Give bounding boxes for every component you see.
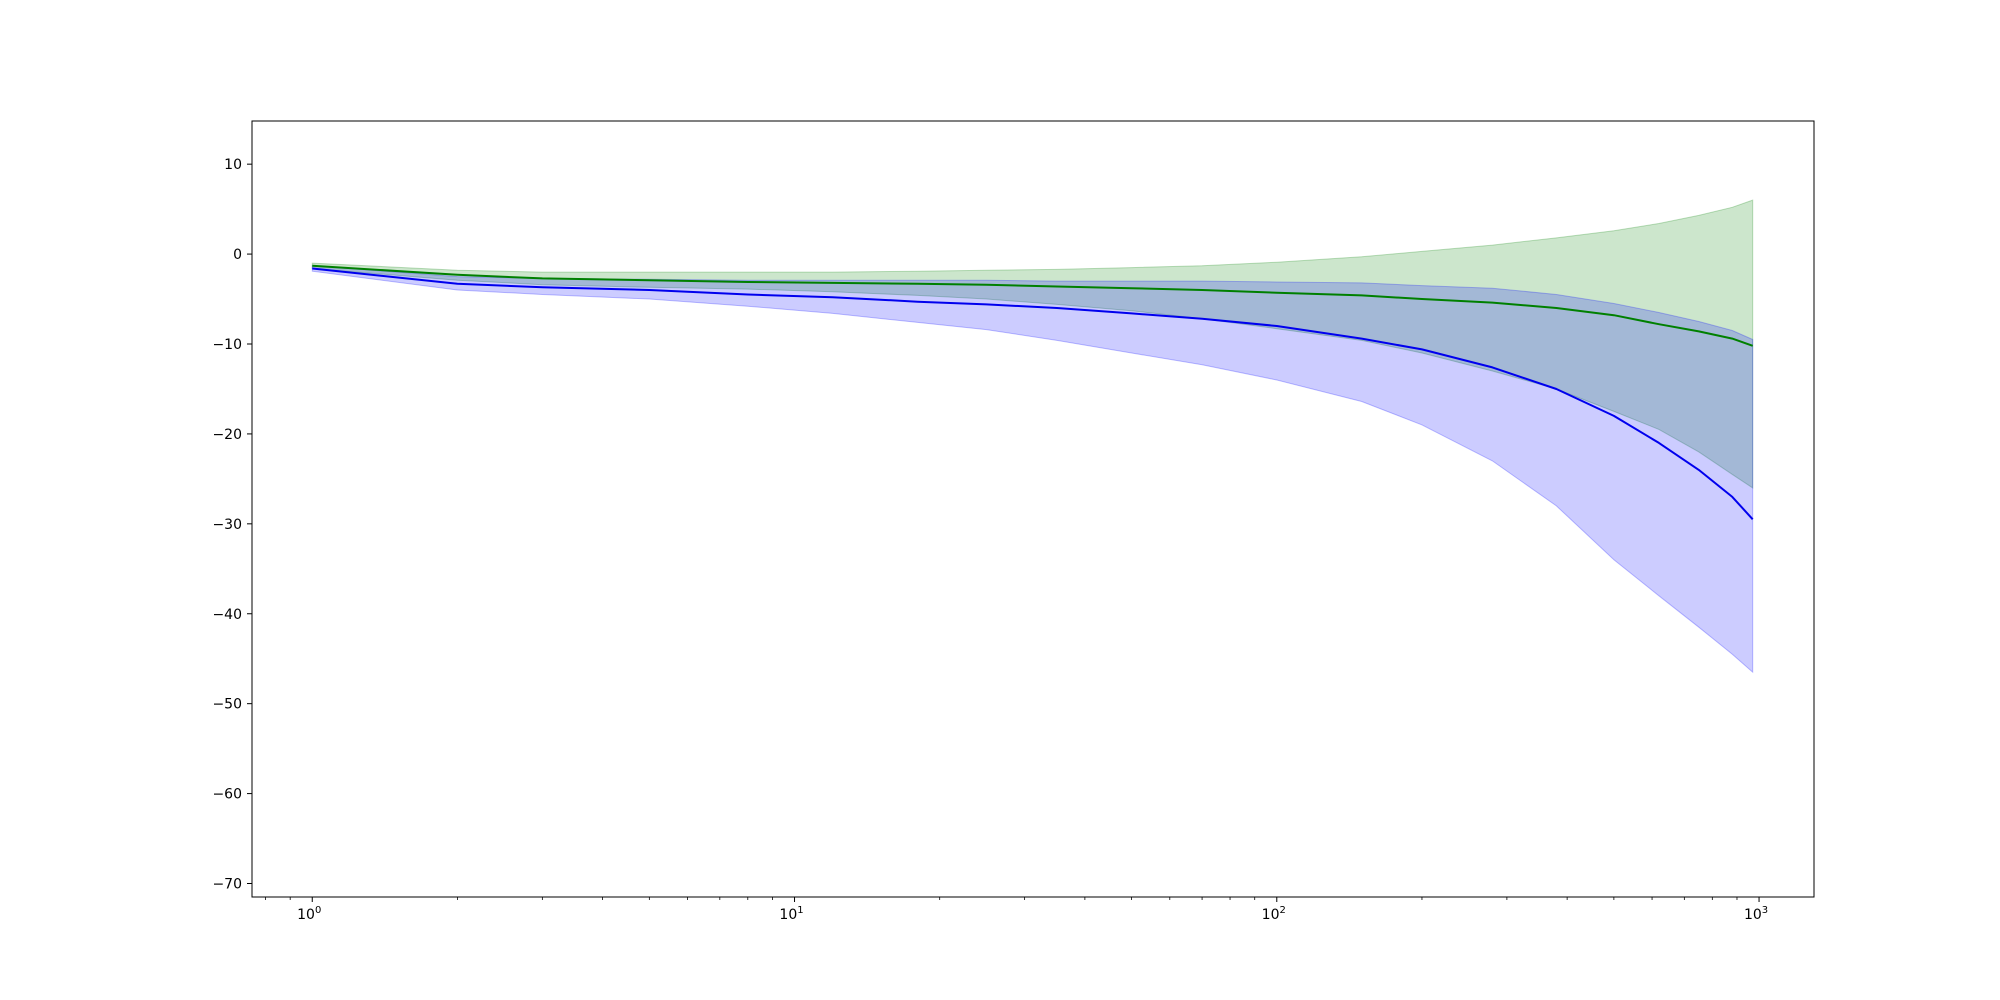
x-tick-label-1: 101 [779,905,803,923]
y-tick-label-6: −50 [212,697,242,713]
y-axis: 10 0 −10 −20 −30 −40 −50 −60 −70 [212,157,252,893]
y-tick-label-2: −10 [212,337,242,353]
axes-frame [251,120,1815,898]
y-tick-label-7: −60 [212,787,242,803]
y-tick-label-8: −70 [212,877,242,893]
x-tick-label-3: 103 [1744,905,1768,923]
y-tick-label-3: −20 [212,427,242,443]
y-tick-label-0: 10 [224,157,242,173]
y-tick-label-1: 0 [233,247,242,263]
y-tick-label-5: −40 [212,607,242,623]
y-tick-label-4: −30 [212,517,242,533]
x-tick-label-0: 100 [297,905,321,923]
x-tick-label-2: 102 [1262,905,1286,923]
series-1-band [311,199,1754,489]
series-2-band [311,265,1754,674]
series-1-line [312,264,1754,347]
series-2-line [312,267,1754,520]
plot-area [311,199,1754,674]
